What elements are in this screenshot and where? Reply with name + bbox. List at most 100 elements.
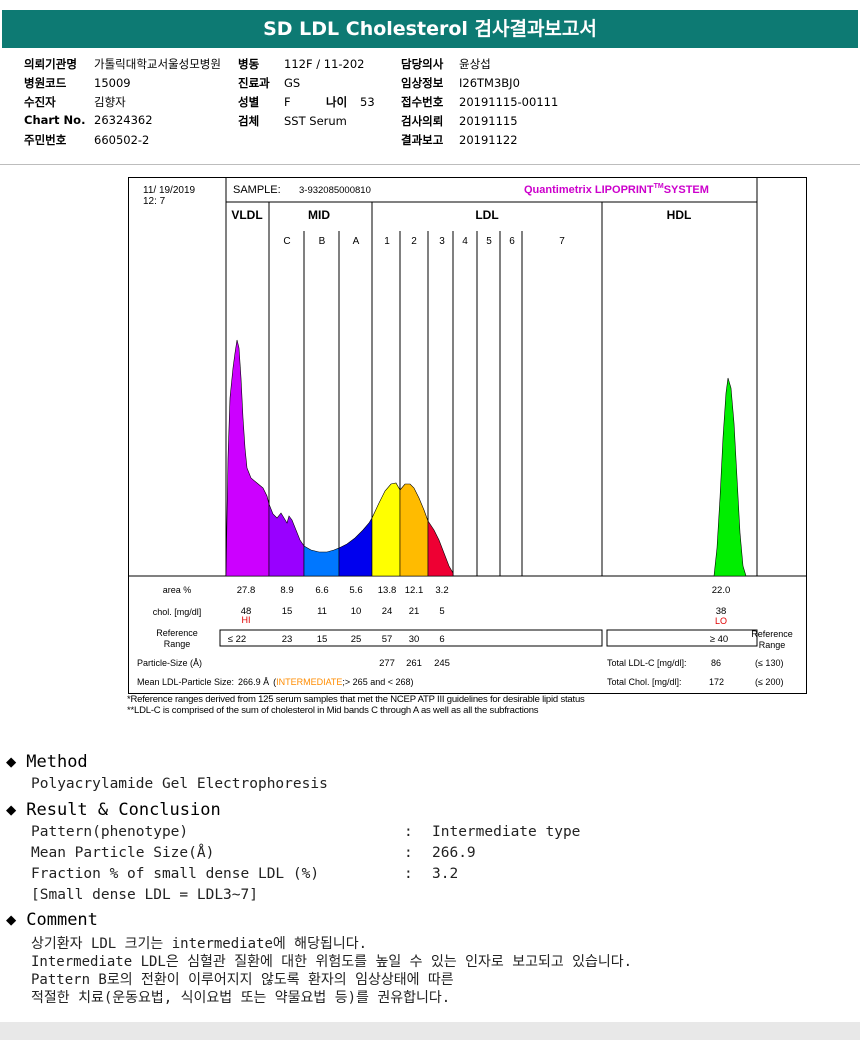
info-value: 윤상섭 [459,57,491,71]
ldl1-peak [371,482,401,577]
comment-line: Intermediate LDL은 심혈관 질환에 대한 위험도를 높일 수 있… [31,954,633,970]
chol-value: 5 [439,606,444,617]
area-value: 5.6 [349,585,362,596]
comment-title: Comment [26,910,98,930]
ref-value: 30 [409,634,420,645]
hdl-peak [713,377,747,577]
result-value: 3.2 [432,866,459,882]
info-label: 진료과 [238,76,270,90]
comment-line: Pattern B로의 전환이 이루어지지 않도록 환자의 임상상태에 따른 [31,972,454,988]
diamond-bullet-icon: ◆ [6,800,17,820]
report-title: SD LDL Cholesterol 검사결과보고서 [2,10,858,48]
info-value: 김향자 [94,95,126,109]
comment-line: 적절한 치료(운동요법, 식이요법 또는 약물요법 등)를 권유합니다. [31,990,451,1006]
sample-label: SAMPLE: [233,184,281,196]
total-chol-value: 172 [709,677,724,687]
ref-box-ldl [219,629,603,647]
result-note: [Small dense LDL = LDL3~7] [31,887,258,903]
ref-value: ≤ 22 [228,634,246,645]
chol-row-label: chol. [mg/dl] [153,607,202,617]
info-label: 임상정보 [401,76,444,90]
info-label: 결과보고 [401,133,444,147]
result-row: Pattern(phenotype) [31,824,188,840]
band-label: B [319,236,326,247]
mean-ldl-size-label: Mean LDL-Particle Size: [137,677,234,687]
method-heading: ◆ Method [6,752,88,772]
mean-ldl-class: INTERMEDIATE [276,677,342,687]
chol-value: 21 [409,606,420,617]
band-labels: C B A 1 2 3 4 5 6 7 [283,236,565,247]
ref-value: 57 [382,634,393,645]
result-sep: : [404,866,413,882]
ref-box-hdl [606,629,758,647]
area-value: 22.0 [712,585,731,596]
section-label-mid: MID [308,208,330,222]
ref-row-label-1: Reference [156,628,198,638]
info-label: 주민번호 [24,133,67,147]
section-label-hdl: HDL [667,208,692,222]
result-heading: ◆ Result & Conclusion [6,800,221,820]
section-label-vldl: VLDL [231,208,262,222]
chart-date: 11/ 19/2019 [143,185,196,196]
info-label: 병원코드 [24,76,67,90]
ref-row-label-2: Range [164,639,191,649]
ref-value: 25 [351,634,362,645]
footnote-2: **LDL-C is comprised of the sum of chole… [127,705,539,716]
band-label: 6 [509,236,515,247]
info-value: 20191115 [459,114,518,128]
method-text: Polyacrylamide Gel Electrophoresis [31,776,328,792]
info-label: 나이 [326,95,348,109]
comment-line: 상기환자 LDL 크기는 intermediate에 해당됩니다. [31,936,368,952]
info-value: 26324362 [94,113,153,127]
brand-tm: TM [654,183,664,190]
chol-value: 38 [716,606,727,617]
info-col-2: 병동 112F / 11-202 진료과 GS 성별 F 나이 53 검체 SST Seru… [238,56,375,132]
band-label: 2 [411,236,417,247]
info-label: 접수번호 [401,95,444,109]
info-value: GS [284,76,301,90]
chol-value: 11 [317,606,327,617]
area-value: 8.9 [280,585,293,596]
comment-heading: ◆ Comment [6,910,98,930]
lo-flag: LO [715,616,727,626]
info-col-3: 담당의사 윤상섭 임상정보 I26TM3BJ0 접수번호 20191115-00111… [401,56,558,151]
info-col-1: 의뢰기관명 가톨릭대학교서울성모병원 병원코드 15009 수진자 김향자 Chart… [24,56,221,151]
info-value: 20191122 [459,133,518,147]
ref-side-label-2: Range [759,640,786,650]
particle-size-label: Particle-Size (Å) [137,658,202,668]
ref-side-label-1: Reference [751,629,793,639]
peak-areas [225,339,747,577]
hi-flag: HI [242,615,251,625]
mean-ldl-size-line: Mean LDL-Particle Size: 266.9 Å (INTERMEDI… [137,677,413,687]
area-value: 12.1 [405,585,424,596]
diamond-bullet-icon: ◆ [6,910,17,930]
total-chol-label: Total Chol. [mg/dl]: [607,677,682,687]
info-label: 담당의사 [401,57,444,71]
chol-value: 10 [351,606,362,617]
ref-value: 15 [317,634,328,645]
band-label: 5 [486,236,492,247]
ldl2-peak [399,483,429,577]
info-label: 수진자 [24,95,56,109]
area-value: 3.2 [435,585,448,596]
total-chol-ref: (≤ 200) [755,677,783,687]
info-label: 검체 [238,114,260,128]
diamond-bullet-icon: ◆ [6,752,17,772]
brand-suffix: SYSTEM [664,184,709,196]
info-label: Chart No. [24,113,86,127]
chol-value: 15 [282,606,293,617]
info-value: F [284,95,291,109]
vldl-peak [225,339,270,577]
band-label: 3 [439,236,445,247]
chol-value: 48 [241,606,252,617]
mean-ldl-open-paren: ( [273,677,276,687]
info-value: 112F / 11-202 [284,57,365,71]
chol-value: 24 [382,606,393,617]
result-label: Pattern(phenotype) [31,824,189,840]
sample-number: 3-932085000810 [299,185,371,196]
result-value: 266.9 [432,845,476,861]
particle-size-value: 245 [434,658,450,669]
mean-ldl-size-value: 266.9 Å [238,677,269,687]
mid-c-peak [268,503,305,577]
table-values: 27.8 8.9 6.6 5.6 13.8 12.1 3.2 22.0 48 15 11 10 24 21… [228,585,730,669]
